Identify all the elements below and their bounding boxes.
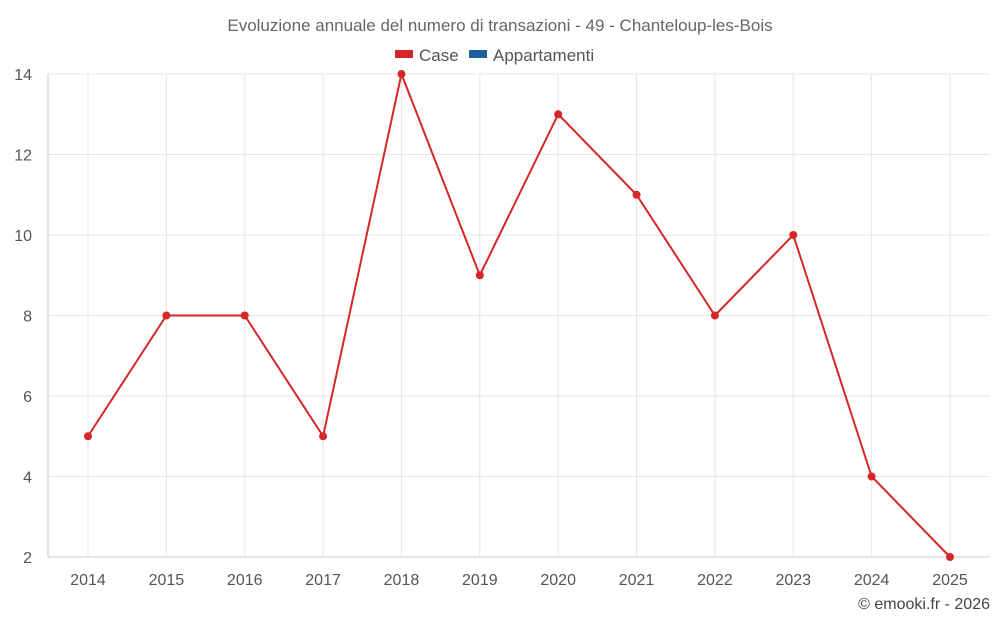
x-tick-label: 2019	[462, 572, 498, 589]
series-line-case	[87, 70, 951, 558]
x-tick-label: 2023	[775, 572, 811, 589]
grid	[48, 73, 990, 558]
x-tick-label: 2025	[932, 572, 968, 589]
x-tick-label: 2024	[854, 572, 890, 589]
legend: Case Appartamenti	[395, 46, 594, 65]
y-tick-label: 4	[23, 470, 32, 487]
x-tick-label: 2020	[540, 572, 576, 589]
data-point	[84, 432, 92, 441]
y-tick-label: 14	[14, 67, 32, 84]
axes: 2 4 6 8 10 12 14 2014 2015 2016 2017 2018 2019 2020 20…	[14, 67, 990, 589]
x-tick-label: 2015	[149, 572, 185, 589]
x-tick-label: 2018	[384, 572, 420, 589]
data-point	[240, 311, 249, 320]
data-point	[475, 271, 484, 280]
chart-title: Evoluzione annuale del numero di transaz…	[227, 16, 772, 35]
data-point	[319, 432, 328, 441]
legend-label-appartamenti[interactable]: Appartamenti	[493, 46, 594, 65]
x-tick-label: 2017	[305, 572, 341, 589]
data-point	[554, 110, 563, 119]
x-tick-label: 2014	[70, 572, 106, 589]
series-case	[84, 70, 954, 561]
x-tick-label: 2022	[697, 572, 733, 589]
data-point	[946, 553, 954, 561]
y-tick-label: 6	[23, 389, 32, 406]
y-tick-label: 8	[23, 309, 32, 326]
legend-swatch-appartamenti	[469, 50, 487, 58]
x-tick-label: 2021	[619, 572, 655, 589]
y-tick-label: 2	[23, 550, 32, 567]
data-point	[710, 311, 719, 320]
legend-swatch-case	[395, 50, 413, 58]
copyright-footer: © emooki.fr - 2026	[858, 596, 990, 613]
data-point	[397, 70, 406, 78]
data-point	[867, 472, 876, 481]
data-point	[632, 190, 641, 199]
legend-label-case[interactable]: Case	[419, 46, 459, 65]
data-point	[162, 311, 171, 320]
x-tick-label: 2016	[227, 572, 263, 589]
y-tick-label: 12	[14, 148, 32, 165]
data-point	[789, 231, 798, 239]
y-tick-label: 10	[14, 228, 32, 245]
